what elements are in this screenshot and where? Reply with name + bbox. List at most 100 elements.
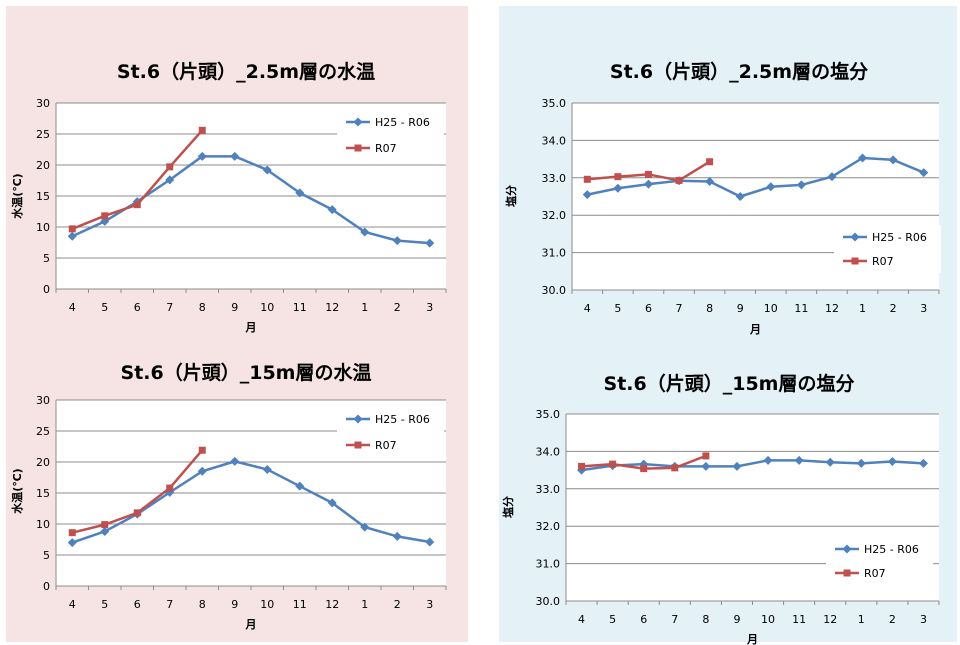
y-tick-label: 30.0 (542, 284, 567, 297)
x-tick-label: 12 (325, 598, 339, 611)
data-point (198, 126, 206, 134)
data-point (796, 180, 806, 190)
x-tick-label: 11 (794, 302, 808, 315)
data-point (794, 455, 804, 465)
legend-box (834, 225, 941, 273)
data-point (858, 153, 868, 163)
data-point (230, 456, 240, 466)
legend-marker (851, 257, 859, 265)
data-point (360, 227, 370, 237)
y-tick-label: 10 (36, 221, 50, 234)
data-point (165, 175, 175, 185)
chart-title: St.6（片頭）_2.5m層の水温 (117, 60, 375, 83)
data-point (706, 158, 714, 166)
chart-title: St.6（片頭）_15m層の塩分 (604, 372, 855, 395)
data-point (68, 529, 76, 537)
y-tick-label: 30.0 (536, 595, 561, 608)
legend-label: H25 - R06 (872, 231, 927, 244)
data-point (100, 526, 110, 536)
legend-label: H25 - R06 (375, 116, 430, 129)
x-tick-label: 9 (733, 613, 740, 626)
x-tick-label: 12 (325, 301, 339, 314)
x-tick-label: 6 (134, 301, 141, 314)
y-tick-label: 34.0 (536, 445, 561, 458)
y-tick-label: 20 (36, 456, 50, 469)
data-point (675, 176, 683, 184)
x-tick-label: 3 (426, 301, 433, 314)
x-tick-label: 9 (737, 302, 744, 315)
data-point (392, 236, 402, 246)
x-tick-label: 7 (166, 301, 173, 314)
data-point (166, 163, 174, 171)
data-point (425, 537, 435, 547)
data-point (702, 452, 710, 460)
x-axis-label: 月 (749, 323, 761, 336)
x-tick-label: 8 (199, 301, 206, 314)
x-tick-label: 4 (69, 301, 76, 314)
x-tick-label: 9 (231, 301, 238, 314)
x-tick-label: 6 (640, 613, 647, 626)
data-point (230, 151, 240, 161)
data-point (392, 531, 402, 541)
x-tick-label: 12 (825, 302, 839, 315)
y-tick-label: 35.0 (542, 97, 567, 110)
x-tick-label: 8 (702, 613, 709, 626)
data-point (643, 179, 653, 189)
y-tick-label: 30 (36, 97, 50, 110)
x-tick-label: 7 (166, 598, 173, 611)
data-point (705, 177, 715, 187)
x-tick-label: 11 (293, 301, 307, 314)
x-tick-label: 4 (69, 598, 76, 611)
chart-salinity-2-5m: St.6（片頭）_2.5m層の塩分 30.0 31.0 32.0 33.0 34.0 35.… (504, 60, 941, 336)
series-line-h25-r06 (581, 459, 924, 472)
data-point (640, 465, 648, 473)
data-point (166, 484, 174, 492)
x-tick-label: 2 (394, 301, 401, 314)
data-point (613, 183, 623, 193)
legend-label: R07 (375, 142, 397, 155)
x-tick-label: 11 (293, 598, 307, 611)
data-point (888, 155, 898, 165)
x-tick-label: 6 (645, 302, 652, 315)
y-tick-label: 32.0 (542, 209, 567, 222)
legend-label: H25 - R06 (375, 413, 430, 426)
legend-marker (842, 544, 852, 554)
y-tick-label: 34.0 (542, 134, 567, 147)
y-tick-label: 15 (36, 487, 50, 500)
x-tick-label: 5 (614, 302, 621, 315)
data-point (887, 456, 897, 466)
y-axis-label: 水温(℃) (10, 468, 24, 513)
legend-label: H25 - R06 (864, 543, 919, 556)
y-tick-label: 25 (36, 128, 50, 141)
y-tick-label: 5 (43, 252, 50, 265)
data-point (295, 188, 305, 198)
x-tick-label: 1 (859, 302, 866, 315)
chart-title: St.6（片頭）_2.5m層の塩分 (610, 60, 868, 83)
y-axis-label: 塩分 (504, 185, 518, 207)
y-tick-label: 0 (43, 580, 50, 593)
x-tick-label: 12 (823, 613, 837, 626)
data-point (327, 498, 337, 508)
data-point (701, 461, 711, 471)
legend-label: R07 (375, 439, 397, 452)
data-point (425, 238, 435, 248)
y-tick-label: 30 (36, 394, 50, 407)
legend-marker (843, 569, 851, 577)
data-point (856, 458, 866, 468)
legend-box (337, 406, 444, 458)
y-tick-label: 32.0 (536, 520, 561, 533)
chart-salinity-15m: St.6（片頭）_15m層の塩分 30.0 31.0 32.0 33.0 34.0 35.0… (501, 372, 940, 645)
y-tick-label: 20 (36, 159, 50, 172)
data-point (197, 466, 207, 476)
y-tick-label: 35.0 (536, 408, 561, 421)
y-tick-label: 25 (36, 425, 50, 438)
data-point (644, 170, 652, 178)
x-tick-label: 10 (260, 598, 274, 611)
data-point (67, 231, 77, 241)
x-axis-label: 月 (245, 618, 257, 631)
data-point (614, 173, 622, 181)
x-tick-label: 2 (890, 302, 897, 315)
data-point (68, 225, 76, 233)
x-tick-label: 1 (361, 301, 368, 314)
